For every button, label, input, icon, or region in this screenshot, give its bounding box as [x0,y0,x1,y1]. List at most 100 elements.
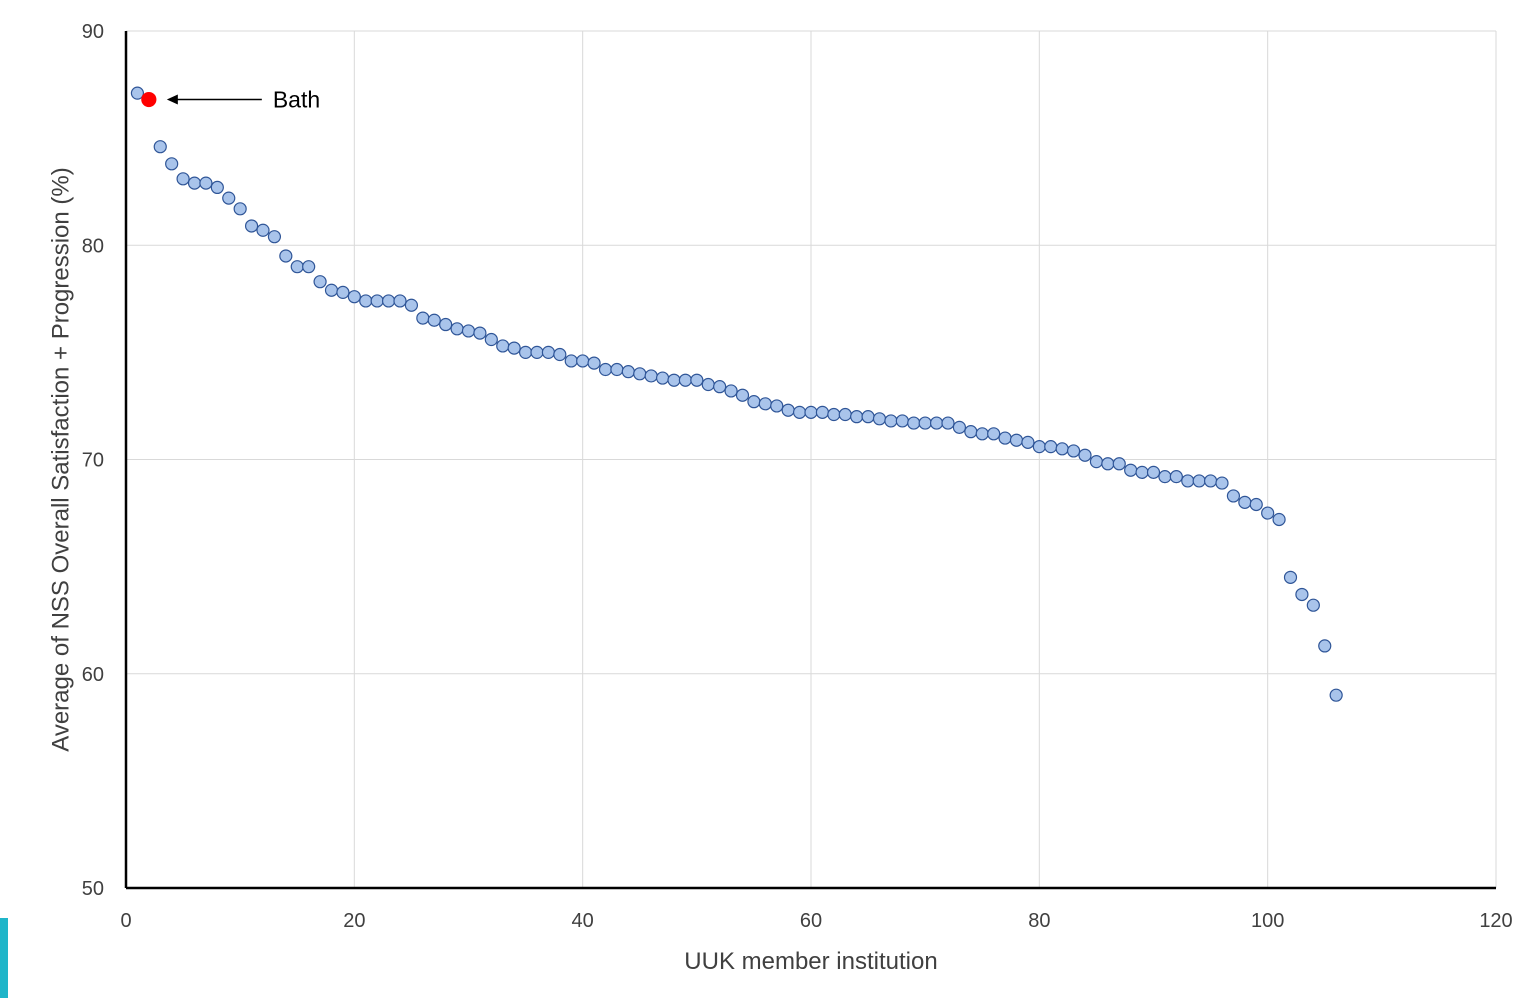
data-point [1215,476,1229,490]
data-point [210,180,224,195]
data-point [541,345,556,359]
y-axis-title: Average of NSS Overall Satisfaction + Pr… [47,167,74,751]
data-point [1009,433,1024,447]
data-point [758,397,772,411]
data-point [313,275,327,289]
data-point [747,395,761,409]
data-point [792,405,807,419]
data-point [1066,444,1081,458]
data-point [461,324,476,338]
y-tick-label: 60 [82,664,104,686]
annotation: Bath [166,87,320,113]
data-point [256,223,270,237]
data-point [1306,598,1320,612]
data-point [1238,495,1252,509]
data-point [1295,587,1309,602]
data-point [713,380,727,394]
data-point [416,311,430,325]
data-point [621,365,635,379]
data-point [655,371,670,385]
data-point [884,414,898,428]
data-point [473,326,487,340]
data-point [1044,440,1058,454]
data-point [404,298,419,312]
data-point [518,345,533,359]
data-point [815,405,830,419]
data-point [610,362,624,377]
x-tick-label: 100 [1251,910,1284,932]
data-point [1329,688,1343,702]
data-point [336,285,350,299]
data-point [587,356,601,370]
annotation-arrowhead [166,94,178,105]
corner-accent-shape [0,918,8,998]
data-point [964,425,978,439]
data-point [1318,639,1332,653]
data-point [1124,463,1138,477]
data-point [1021,435,1035,449]
x-tick-label: 60 [800,910,822,932]
data-point [530,345,544,359]
data-point [1078,448,1092,462]
axes [124,31,1496,890]
data-point [1135,465,1149,479]
data-point [804,405,818,419]
data-point [998,431,1012,445]
data-point [496,339,510,353]
data-point [781,403,795,417]
x-tick-label: 20 [343,910,365,932]
data-points [130,86,1343,702]
gridlines [126,30,1497,888]
data-point [907,416,921,430]
data-point [987,427,1001,441]
data-point [199,176,213,190]
data-point [678,373,693,387]
data-point [222,191,236,205]
data-point [1169,470,1183,484]
data-point [244,219,259,233]
highlighted-point [141,91,157,108]
data-point [861,410,875,424]
data-point [1272,512,1286,527]
data-point [1181,474,1195,488]
data-point [667,373,681,387]
data-point [176,172,190,186]
data-point [1032,440,1046,454]
y-tick-label: 70 [82,450,104,472]
data-point [644,369,658,383]
data-point [770,399,784,413]
data-point [1055,442,1069,456]
x-tick-label: 0 [120,910,131,932]
data-point [187,176,202,190]
data-point [701,377,715,392]
data-point [267,230,282,244]
data-point [484,332,498,347]
data-point [1203,474,1218,488]
data-point [290,260,304,274]
data-point [735,388,750,402]
data-point [872,412,887,426]
data-point [1283,570,1298,584]
data-point [381,294,396,308]
data-point [1089,455,1104,469]
y-tick-label: 90 [82,21,104,43]
tick-labels: 0 20 40 60 80 100 120 50 60 70 80 90 [82,21,1513,932]
data-point [850,410,864,424]
data-point [1249,497,1263,512]
data-point [1158,470,1172,484]
x-tick-label: 40 [572,910,594,932]
data-point [347,290,361,304]
data-point [507,341,521,355]
data-point [1112,457,1126,471]
y-tick-label: 50 [82,878,104,900]
data-point [393,294,407,308]
data-point [564,354,578,368]
data-point [1192,474,1206,488]
data-point [827,407,841,422]
data-point [324,283,339,297]
data-point [130,86,145,100]
data-point [153,140,167,154]
y-tick-label: 80 [82,235,104,257]
